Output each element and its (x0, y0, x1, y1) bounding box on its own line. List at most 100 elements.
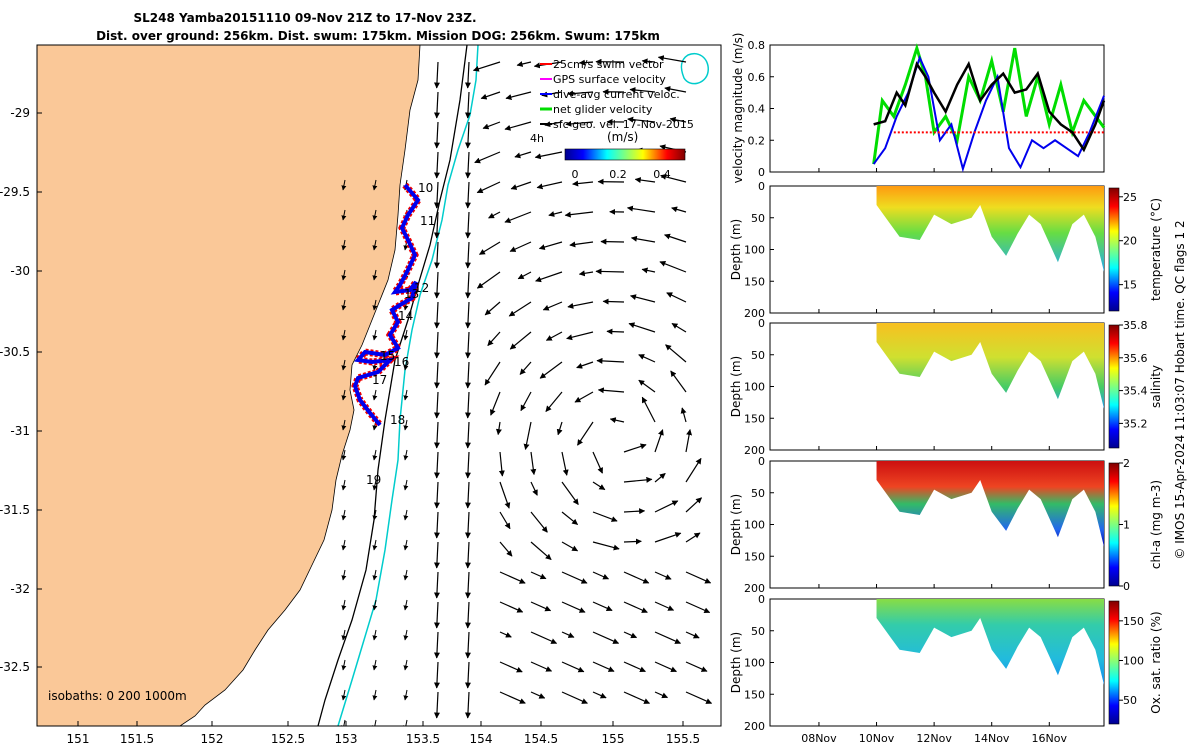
velocity-vector (530, 631, 558, 644)
track-day-label: 12 (414, 281, 429, 295)
colorbar-tick-label: 35.4 (1123, 385, 1148, 398)
velocity-vector (372, 299, 378, 311)
velocity-vector (561, 631, 575, 638)
velocity-vector (654, 571, 672, 580)
velocity-vector (464, 631, 471, 659)
section-y-tick-label: 0 (758, 317, 765, 330)
velocity-vector (623, 443, 647, 453)
velocity-vector (372, 539, 378, 551)
section-colorbar-label: chl-a (mg m-3) (1149, 480, 1163, 569)
velocity-vector (578, 59, 594, 66)
velocity-vector (372, 659, 378, 671)
velocity-vector (341, 239, 347, 251)
map-lon-tick-label: 152 (201, 732, 224, 746)
velocity-vector (685, 691, 713, 704)
velocity-vector (542, 301, 563, 311)
velocity-vector (566, 331, 594, 341)
section-y-tick-label: 200 (744, 720, 765, 733)
map-panel: 151 151.5 152 152.5 153 153.5 154 154.5 155 155.5… (0, 44, 722, 746)
velocity-vector (372, 629, 378, 641)
velocity-vector (403, 509, 409, 521)
glider-track (351, 182, 423, 428)
velocity-vector (530, 481, 538, 496)
track-day-label: 17 (372, 373, 387, 387)
section-ylabel: Depth (m) (729, 632, 743, 693)
velocity-vector (433, 571, 440, 599)
velocity-vector (464, 331, 471, 359)
velocity-vector (472, 61, 501, 72)
velocity-vector (372, 509, 378, 521)
velocity-vector (578, 270, 594, 277)
velocity-vector (341, 209, 347, 221)
velocity-vector (372, 389, 378, 401)
velocity-vector (685, 532, 701, 543)
velocity-vector (341, 479, 347, 491)
velocity-vector (609, 417, 625, 424)
velocity-vector (484, 361, 501, 386)
velocity-vector (372, 569, 378, 581)
map-lon-tick-label: 153 (335, 732, 358, 746)
velocity-vector (433, 331, 440, 359)
credit-line: © IMOS 15-Apr-2024 11:03:07 Hobart time.… (1173, 220, 1187, 559)
velocity-vector (592, 481, 606, 491)
velocity-vector (596, 357, 625, 364)
velocity-vector (433, 181, 440, 209)
velocity-vector (464, 391, 471, 419)
velocity-vector (464, 271, 471, 299)
section-ylabel: Depth (m) (729, 356, 743, 417)
time-tick-label: 08Nov (801, 732, 837, 745)
velocity-vector (561, 541, 579, 552)
velocity-vector (464, 361, 471, 389)
velocity-vector (626, 205, 656, 213)
velocity-vector (670, 370, 687, 393)
velocity-vector (567, 90, 594, 97)
map-colorbar (564, 148, 686, 161)
figure-title-line2: Dist. over ground: 256km. Dist. swum: 17… (96, 29, 660, 43)
velocity-y-tick-label: 0.4 (748, 103, 766, 116)
legend-sfc-geo-label: sfc geo. vel. 17-Nov-2015 (553, 118, 694, 131)
section-y-tick-label: 100 (744, 657, 765, 670)
velocity-vector (509, 241, 532, 252)
velocity-vector (464, 481, 471, 509)
velocity-vector (464, 181, 471, 209)
velocity-vector (464, 211, 471, 239)
colorbar-tick-label: 150 (1123, 615, 1144, 628)
velocity-vector (487, 331, 501, 347)
velocity-vector (499, 511, 511, 530)
section-panel-salinity: 0 50 100 150 200 Depth (m) 35.8 35.6 35.4 35.2sal… (729, 317, 1163, 457)
track-day-label: 10 (418, 181, 433, 195)
map-lon-tick-label: 152.5 (271, 732, 305, 746)
velocity-vector (372, 329, 378, 341)
velocity-vector (530, 691, 546, 699)
velocity-vector (572, 180, 594, 187)
velocity-vector (685, 429, 693, 453)
velocity-vector (520, 391, 532, 412)
velocity-vector (510, 181, 532, 190)
velocity-vector (403, 659, 409, 671)
velocity-vector (629, 87, 656, 94)
velocity-vector (561, 451, 569, 476)
map-lat-tick-label: -31 (10, 424, 30, 438)
velocity-vector (372, 209, 378, 221)
velocity-series-3 (873, 60, 1106, 153)
velocity-vector (534, 151, 563, 160)
velocity-vector (638, 354, 656, 363)
track-day-label: 13 (404, 287, 419, 301)
velocity-vector (634, 177, 656, 184)
velocity-vector (538, 241, 563, 250)
velocity-vector (403, 449, 409, 461)
velocity-vector (433, 661, 440, 689)
track-day-label: 19 (366, 473, 381, 487)
track-day-label: 14 (398, 309, 413, 323)
velocity-vector (666, 292, 687, 303)
section-data-field (876, 186, 1104, 272)
velocity-vector (433, 301, 440, 329)
map-lat-tick-label: -30 (10, 264, 30, 278)
section-y-tick-label: 50 (751, 487, 765, 500)
map-lon-tick-label: 151.5 (120, 732, 154, 746)
legend-swim-vector-label: 25cm/s swim vector (553, 58, 664, 71)
colorbar-hour-label: 4h (530, 132, 544, 145)
velocity-vector (592, 451, 603, 474)
velocity-vector (530, 541, 552, 561)
velocity-vector (480, 91, 501, 100)
